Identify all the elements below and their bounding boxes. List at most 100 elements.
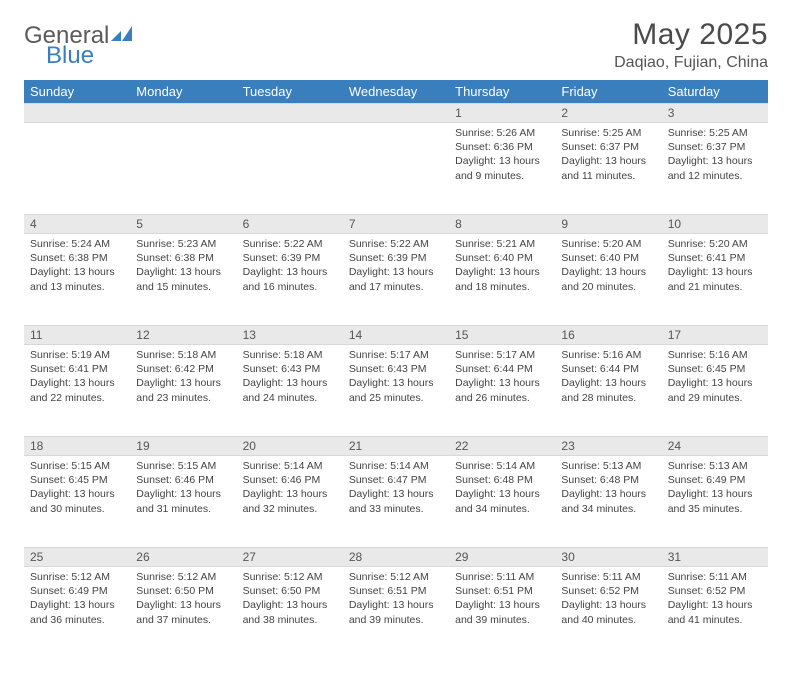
day-cell: Sunrise: 5:13 AMSunset: 6:48 PMDaylight:… [555, 456, 661, 548]
day-number: 12 [130, 326, 236, 344]
day-content: Sunrise: 5:19 AMSunset: 6:41 PMDaylight:… [24, 345, 130, 411]
day-content: Sunrise: 5:15 AMSunset: 6:46 PMDaylight:… [130, 456, 236, 522]
day-content: Sunrise: 5:11 AMSunset: 6:52 PMDaylight:… [662, 567, 768, 633]
day-content: Sunrise: 5:22 AMSunset: 6:39 PMDaylight:… [237, 234, 343, 300]
day-number: 4 [24, 215, 130, 233]
day-cell: Sunrise: 5:17 AMSunset: 6:43 PMDaylight:… [343, 345, 449, 437]
day-cell: Sunrise: 5:22 AMSunset: 6:39 PMDaylight:… [343, 234, 449, 326]
daynum-cell [237, 104, 343, 123]
day-number: 16 [555, 326, 661, 344]
day-content: Sunrise: 5:21 AMSunset: 6:40 PMDaylight:… [449, 234, 555, 300]
daynum-cell: 17 [662, 326, 768, 345]
weekday-header: Monday [130, 80, 236, 104]
day-cell: Sunrise: 5:18 AMSunset: 6:42 PMDaylight:… [130, 345, 236, 437]
day-number: 21 [343, 437, 449, 455]
day-number: 8 [449, 215, 555, 233]
day-number: 9 [555, 215, 661, 233]
day-number: 6 [237, 215, 343, 233]
day-cell: Sunrise: 5:15 AMSunset: 6:46 PMDaylight:… [130, 456, 236, 548]
day-number: 24 [662, 437, 768, 455]
daynum-cell: 15 [449, 326, 555, 345]
daynum-cell: 26 [130, 548, 236, 567]
day-cell: Sunrise: 5:22 AMSunset: 6:39 PMDaylight:… [237, 234, 343, 326]
day-number: 19 [130, 437, 236, 455]
day-content: Sunrise: 5:25 AMSunset: 6:37 PMDaylight:… [555, 123, 661, 189]
daynum-cell: 20 [237, 437, 343, 456]
day-content: Sunrise: 5:12 AMSunset: 6:51 PMDaylight:… [343, 567, 449, 633]
weekday-header: Friday [555, 80, 661, 104]
day-content: Sunrise: 5:25 AMSunset: 6:37 PMDaylight:… [662, 123, 768, 189]
day-cell: Sunrise: 5:12 AMSunset: 6:50 PMDaylight:… [130, 567, 236, 659]
day-number: 22 [449, 437, 555, 455]
day-content: Sunrise: 5:23 AMSunset: 6:38 PMDaylight:… [130, 234, 236, 300]
daynum-cell: 2 [555, 104, 661, 123]
calendar-table: Sunday Monday Tuesday Wednesday Thursday… [24, 80, 768, 659]
daynum-cell [130, 104, 236, 123]
day-cell [237, 123, 343, 215]
daynum-cell: 3 [662, 104, 768, 123]
daynum-row: 123 [24, 104, 768, 123]
day-cell: Sunrise: 5:14 AMSunset: 6:48 PMDaylight:… [449, 456, 555, 548]
content-row: Sunrise: 5:19 AMSunset: 6:41 PMDaylight:… [24, 345, 768, 437]
daynum-cell: 22 [449, 437, 555, 456]
daynum-cell: 28 [343, 548, 449, 567]
day-content: Sunrise: 5:13 AMSunset: 6:49 PMDaylight:… [662, 456, 768, 522]
daynum-cell: 18 [24, 437, 130, 456]
day-content: Sunrise: 5:18 AMSunset: 6:43 PMDaylight:… [237, 345, 343, 411]
day-cell: Sunrise: 5:12 AMSunset: 6:50 PMDaylight:… [237, 567, 343, 659]
content-row: Sunrise: 5:15 AMSunset: 6:45 PMDaylight:… [24, 456, 768, 548]
day-cell: Sunrise: 5:11 AMSunset: 6:52 PMDaylight:… [555, 567, 661, 659]
day-number: 13 [237, 326, 343, 344]
day-content: Sunrise: 5:17 AMSunset: 6:44 PMDaylight:… [449, 345, 555, 411]
daynum-cell: 31 [662, 548, 768, 567]
day-cell: Sunrise: 5:12 AMSunset: 6:51 PMDaylight:… [343, 567, 449, 659]
page-title: May 2025 [614, 18, 768, 52]
day-cell: Sunrise: 5:14 AMSunset: 6:46 PMDaylight:… [237, 456, 343, 548]
day-number: 20 [237, 437, 343, 455]
day-number: 7 [343, 215, 449, 233]
day-content: Sunrise: 5:16 AMSunset: 6:44 PMDaylight:… [555, 345, 661, 411]
day-content: Sunrise: 5:18 AMSunset: 6:42 PMDaylight:… [130, 345, 236, 411]
location-label: Daqiao, Fujian, China [614, 54, 768, 72]
day-number: 26 [130, 548, 236, 566]
day-content: Sunrise: 5:14 AMSunset: 6:48 PMDaylight:… [449, 456, 555, 522]
day-number: 10 [662, 215, 768, 233]
daynum-row: 45678910 [24, 215, 768, 234]
day-content: Sunrise: 5:16 AMSunset: 6:45 PMDaylight:… [662, 345, 768, 411]
weekday-header: Thursday [449, 80, 555, 104]
daynum-cell: 24 [662, 437, 768, 456]
day-number: 29 [449, 548, 555, 566]
day-cell: Sunrise: 5:11 AMSunset: 6:52 PMDaylight:… [662, 567, 768, 659]
daynum-cell: 7 [343, 215, 449, 234]
daynum-cell [343, 104, 449, 123]
day-cell: Sunrise: 5:25 AMSunset: 6:37 PMDaylight:… [555, 123, 661, 215]
day-cell: Sunrise: 5:13 AMSunset: 6:49 PMDaylight:… [662, 456, 768, 548]
day-cell: Sunrise: 5:16 AMSunset: 6:44 PMDaylight:… [555, 345, 661, 437]
day-cell: Sunrise: 5:26 AMSunset: 6:36 PMDaylight:… [449, 123, 555, 215]
daynum-cell: 11 [24, 326, 130, 345]
day-content: Sunrise: 5:12 AMSunset: 6:49 PMDaylight:… [24, 567, 130, 633]
day-number: 23 [555, 437, 661, 455]
day-content: Sunrise: 5:17 AMSunset: 6:43 PMDaylight:… [343, 345, 449, 411]
day-content: Sunrise: 5:26 AMSunset: 6:36 PMDaylight:… [449, 123, 555, 189]
day-content: Sunrise: 5:13 AMSunset: 6:48 PMDaylight:… [555, 456, 661, 522]
daynum-cell: 14 [343, 326, 449, 345]
daynum-cell: 8 [449, 215, 555, 234]
daynum-cell: 21 [343, 437, 449, 456]
day-number: 2 [555, 104, 661, 122]
day-number: 27 [237, 548, 343, 566]
daynum-cell: 9 [555, 215, 661, 234]
day-number: 1 [449, 104, 555, 122]
day-number: 28 [343, 548, 449, 566]
daynum-cell: 6 [237, 215, 343, 234]
day-content: Sunrise: 5:14 AMSunset: 6:46 PMDaylight:… [237, 456, 343, 522]
day-cell [343, 123, 449, 215]
day-number: 14 [343, 326, 449, 344]
day-number: 31 [662, 548, 768, 566]
daynum-cell: 4 [24, 215, 130, 234]
daynum-cell: 25 [24, 548, 130, 567]
day-number: 3 [662, 104, 768, 122]
daynum-cell: 27 [237, 548, 343, 567]
day-content: Sunrise: 5:12 AMSunset: 6:50 PMDaylight:… [237, 567, 343, 633]
weekday-header: Tuesday [237, 80, 343, 104]
